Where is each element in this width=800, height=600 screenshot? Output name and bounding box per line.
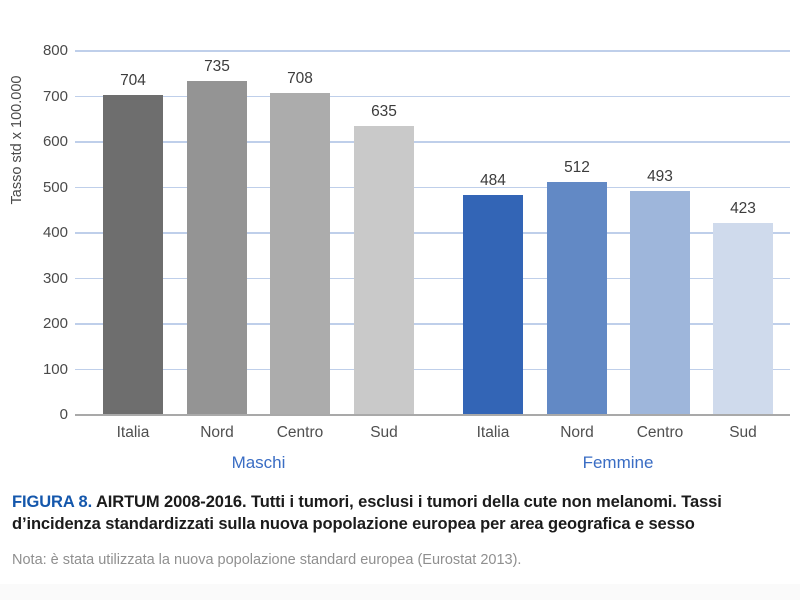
- bar-maschi-italia: [103, 94, 163, 415]
- bar-femmine-italia: [463, 194, 523, 415]
- x-category-label-maschi-italia: Italia: [116, 424, 150, 441]
- x-category-label-femmine-italia: Italia: [476, 424, 510, 441]
- x-category-label-maschi-centro: Centro: [276, 424, 324, 441]
- y-tick-label-600: 600: [42, 133, 68, 150]
- bar-chart: Tasso std x 100.000 0 100 200 300 400 500 600 7…: [9, 42, 790, 472]
- bar-value-femmine-italia: 484: [480, 171, 506, 189]
- bar-value-femmine-centro: 493: [647, 167, 673, 185]
- y-tick-label-200: 200: [42, 315, 68, 332]
- bar-maschi-sud: [354, 126, 414, 415]
- figure-note: Nota: è stata utilizzata la nuova popola…: [12, 552, 522, 568]
- y-tick-label-0: 0: [59, 406, 68, 423]
- bar-value-femmine-sud: 423: [730, 199, 756, 217]
- bar-value-maschi-nord: 735: [204, 57, 230, 75]
- x-category-label-maschi-nord: Nord: [200, 424, 234, 441]
- y-tick-label-300: 300: [42, 269, 68, 287]
- x-axis-line: [75, 414, 790, 416]
- bar-value-maschi-sud: 635: [371, 103, 397, 121]
- y-tick-label-400: 400: [42, 224, 68, 241]
- group-label-maschi: Maschi: [231, 453, 286, 472]
- bar-femmine-sud: [713, 222, 773, 415]
- group-label-femmine: Femmine: [582, 453, 654, 472]
- figure-caption-text: AIRTUM 2008-2016. Tutti i tumori, esclus…: [12, 493, 722, 533]
- gridline-600: [75, 141, 790, 143]
- y-tick-label-100: 100: [42, 360, 68, 378]
- x-category-label-femmine-centro: Centro: [636, 424, 684, 441]
- gridline-800: [75, 50, 790, 52]
- footer-band: [0, 584, 800, 600]
- x-category-label-femmine-nord: Nord: [560, 424, 594, 441]
- gridline-500: [75, 186, 790, 189]
- bar-value-maschi-italia: 704: [120, 71, 146, 89]
- bar-value-maschi-centro: 708: [287, 69, 313, 87]
- gridline-700: [75, 95, 790, 98]
- bar-maschi-nord: [187, 80, 247, 415]
- y-tick-label-700: 700: [42, 87, 68, 105]
- x-category-label-femmine-sud: Sud: [729, 424, 757, 441]
- gridline-200: [75, 323, 790, 325]
- figure-caption-label: FIGURA 8.: [12, 493, 93, 511]
- bar-maschi-centro: [270, 92, 330, 415]
- figure-caption: FIGURA 8. AIRTUM 2008-2016. Tutti i tumo…: [12, 492, 790, 535]
- y-tick-label-500: 500: [42, 178, 68, 196]
- x-category-label-maschi-sud: Sud: [370, 424, 398, 441]
- gridline-100: [75, 368, 790, 371]
- bar-value-femmine-nord: 512: [564, 159, 590, 177]
- y-tick-label-800: 800: [42, 42, 68, 59]
- gridline-300: [75, 277, 790, 280]
- gridline-400: [75, 232, 790, 234]
- bar-femmine-centro: [630, 190, 690, 415]
- bar-femmine-nord: [547, 182, 607, 415]
